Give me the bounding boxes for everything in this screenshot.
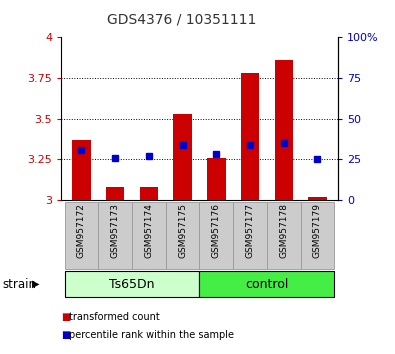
Text: GSM957174: GSM957174 — [145, 203, 153, 258]
Bar — [301, 202, 334, 269]
Bar — [106, 187, 124, 200]
Text: GSM957179: GSM957179 — [313, 203, 322, 258]
Bar — [173, 114, 192, 200]
Bar — [139, 187, 158, 200]
Text: transformed count: transformed count — [69, 312, 160, 322]
Bar — [207, 158, 226, 200]
Text: GSM957175: GSM957175 — [178, 203, 187, 258]
Bar — [72, 140, 91, 200]
Text: GSM957176: GSM957176 — [212, 203, 221, 258]
Text: GDS4376 / 10351111: GDS4376 / 10351111 — [107, 12, 256, 27]
Bar — [166, 202, 199, 269]
Bar — [308, 197, 327, 200]
Bar — [132, 202, 166, 269]
Text: strain: strain — [2, 278, 36, 291]
Bar — [199, 271, 334, 297]
Text: percentile rank within the sample: percentile rank within the sample — [69, 330, 234, 339]
Text: GSM957178: GSM957178 — [279, 203, 288, 258]
Bar — [98, 202, 132, 269]
Bar — [65, 202, 98, 269]
Bar — [65, 271, 199, 297]
Text: GSM957172: GSM957172 — [77, 203, 86, 258]
Bar — [199, 202, 233, 269]
Text: ■: ■ — [61, 330, 70, 339]
Text: GSM957177: GSM957177 — [246, 203, 254, 258]
Text: ■: ■ — [61, 312, 70, 322]
Text: Ts65Dn: Ts65Dn — [109, 278, 155, 291]
Text: control: control — [245, 278, 289, 291]
Bar — [233, 202, 267, 269]
Text: GSM957173: GSM957173 — [111, 203, 120, 258]
Text: ▶: ▶ — [32, 279, 40, 289]
Bar — [241, 73, 260, 200]
Bar — [275, 60, 293, 200]
Bar — [267, 202, 301, 269]
